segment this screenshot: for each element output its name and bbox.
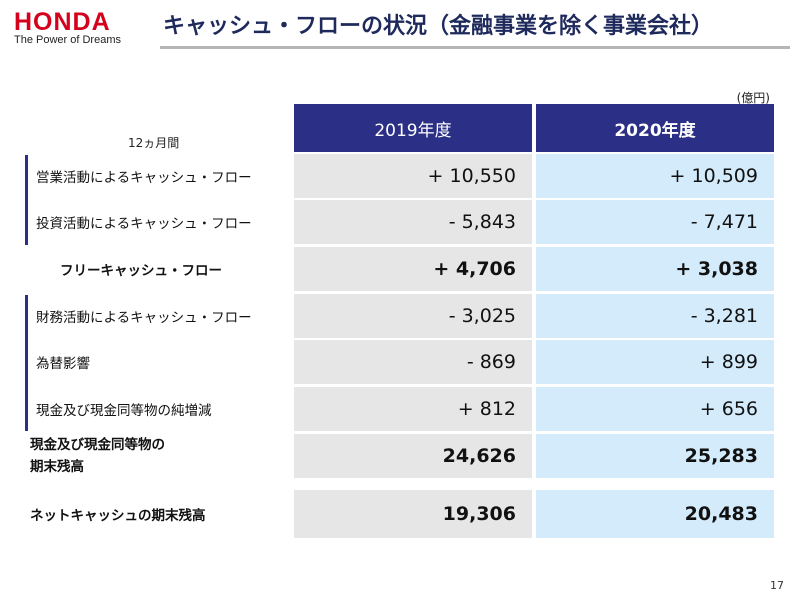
cell-2019: - 5,843	[294, 200, 532, 244]
cell-2019: + 10,550	[294, 154, 532, 198]
cell-2020: + 3,038	[536, 247, 774, 291]
cell-2020: 20,483	[536, 490, 774, 538]
cell-2020: - 3,281	[536, 294, 774, 338]
page-number: 17	[770, 579, 784, 592]
cell-2020: + 10,509	[536, 154, 774, 198]
column-header: 2019年度	[294, 104, 532, 152]
cell-2019: + 4,706	[294, 247, 532, 291]
row-marker	[25, 295, 28, 431]
period-label: 12ヵ月間	[128, 136, 180, 150]
cell-2019: - 3,025	[294, 294, 532, 338]
cell-2019: 19,306	[294, 490, 532, 538]
row-label: ネットキャッシュの期末残高	[30, 508, 206, 524]
tagline: The Power of Dreams	[14, 34, 121, 46]
row-marker	[25, 155, 28, 245]
unit-label: (億円)	[736, 91, 770, 105]
logo: HONDA	[14, 8, 111, 36]
column-header: 2020年度	[536, 104, 774, 152]
row-label-line: 期末残高	[30, 459, 84, 475]
cell-2020: + 656	[536, 387, 774, 431]
row-label: 為替影響	[36, 356, 90, 372]
row-label: 現金及び現金同等物の純増減	[36, 403, 212, 419]
cell-2019: - 869	[294, 340, 532, 384]
cell-2019: 24,626	[294, 434, 532, 478]
cell-2020: 25,283	[536, 434, 774, 478]
cell-2019: + 812	[294, 387, 532, 431]
row-label: フリーキャッシュ・フロー	[60, 263, 222, 279]
cell-2020: + 899	[536, 340, 774, 384]
row-label: 財務活動によるキャッシュ・フロー	[36, 310, 252, 326]
slide-title: キャッシュ・フローの状況（金融事業を除く事業会社）	[163, 14, 714, 39]
row-label: 営業活動によるキャッシュ・フロー	[36, 170, 252, 186]
row-label-line: 現金及び現金同等物の	[30, 437, 165, 453]
row-label: 現金及び現金同等物の 期末残高	[30, 434, 165, 478]
cell-2020: - 7,471	[536, 200, 774, 244]
divider	[160, 46, 790, 49]
row-label: 投資活動によるキャッシュ・フロー	[36, 216, 252, 232]
